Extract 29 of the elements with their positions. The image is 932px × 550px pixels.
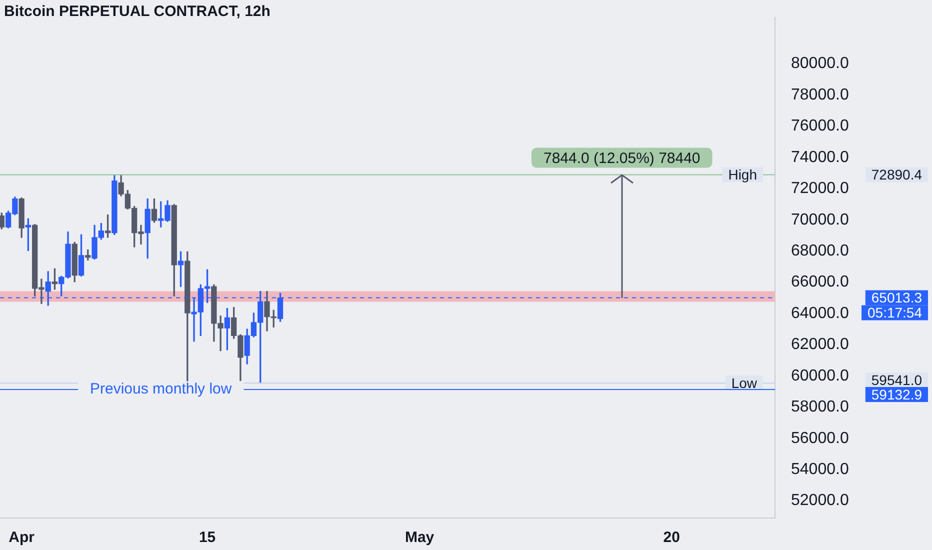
x-tick-label: 15	[198, 529, 216, 546]
text: 59541.0	[871, 372, 922, 388]
text: 05:17:54	[868, 304, 922, 321]
y-tick-label: 66000.0	[791, 274, 849, 291]
y-tick-label: 62000.0	[791, 336, 849, 354]
ref-line-label: Low	[731, 374, 758, 391]
y-tick-label: 54000.0	[791, 461, 849, 478]
x-tick-label: 20	[663, 529, 680, 546]
y-tick-label: 74000.0	[791, 148, 849, 166]
text: 72890.4	[871, 166, 922, 183]
y-tick-label: 76000.0	[791, 118, 849, 135]
y-tick-label: 68000.0	[791, 242, 849, 260]
x-tick-label: May	[404, 529, 435, 546]
y-tick-label: 64000.0	[791, 304, 849, 322]
x-tick-label: Apr	[8, 529, 35, 546]
ref-line-label: High	[728, 166, 758, 183]
y-tick-label: 52000.0	[791, 492, 849, 510]
y-tick-label: 80000.0	[791, 55, 849, 72]
y-tick-label: 60000.0	[791, 367, 849, 384]
ref-line-label: Previous monthly low	[90, 380, 232, 398]
text: 59132.9	[871, 386, 922, 402]
y-tick-label: 58000.0	[791, 398, 849, 416]
y-tick-label: 70000.0	[791, 211, 849, 228]
annotation: 7844.0 (12.05%) 78440	[543, 150, 700, 167]
y-tick-label: 56000.0	[791, 430, 849, 447]
y-tick-label: 78000.0	[791, 86, 849, 104]
y-tick-label: 72000.0	[791, 180, 849, 198]
chart-title: Bitcoin PERPETUAL CONTRACT, 12h	[4, 3, 270, 20]
text: 65013.3	[871, 290, 922, 306]
